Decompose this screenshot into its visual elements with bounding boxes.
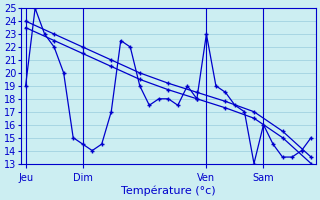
X-axis label: Température (°c): Température (°c) [121,185,216,196]
